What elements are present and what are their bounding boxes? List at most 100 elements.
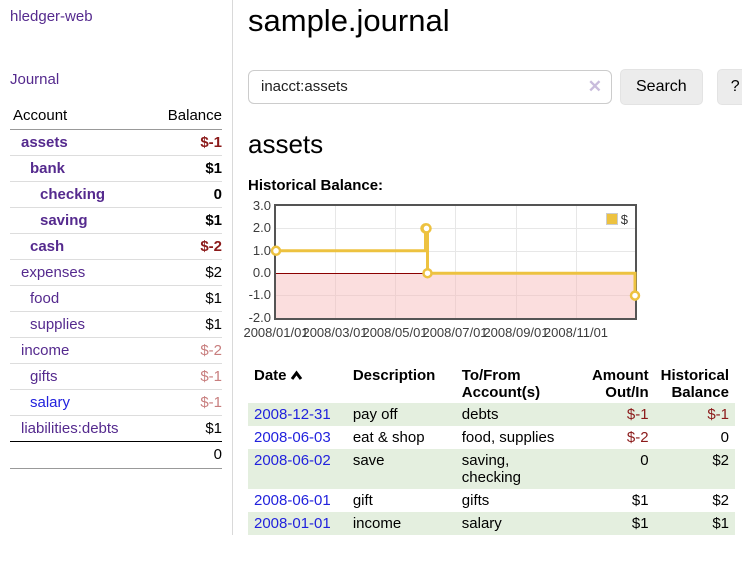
account-balance: $1: [151, 415, 222, 442]
accounts-table: Account Balance assets $-1 bank $1 check…: [10, 103, 222, 469]
register-row: 2008-12-31 pay off debts $-1 $-1: [248, 402, 735, 426]
register-row: 2008-01-01 income salary $1 $1: [248, 511, 735, 535]
search-form: ✕ Search ?: [248, 68, 742, 105]
account-row: cash $-2: [10, 233, 222, 260]
account-balance: $1: [151, 155, 222, 182]
account-link-saving[interactable]: saving: [40, 212, 88, 229]
transaction-amount: $1: [631, 491, 649, 509]
balance-chart: $ 2008/01/01 2008/03/01 2008/05/01 2008/07/…: [243, 198, 642, 346]
account-link-supplies[interactable]: supplies: [30, 316, 86, 333]
account-link-assets[interactable]: assets: [21, 134, 68, 151]
clear-search-icon[interactable]: ✕: [587, 76, 602, 96]
account-row: liabilities:debts $1: [10, 415, 222, 442]
transaction-date-link[interactable]: 2008-06-03: [254, 428, 331, 446]
transaction-balance: $-1: [707, 405, 729, 423]
page: hledger-web Journal Account Balance asse…: [0, 0, 742, 535]
account-balance: $2: [151, 259, 222, 286]
account-link-checking[interactable]: checking: [40, 186, 106, 203]
x-tick-label: 2008/01/01: [243, 324, 309, 340]
accounts-total-row: 0: [10, 441, 222, 469]
account-balance: $-1: [151, 389, 222, 416]
accounts-total: 0: [151, 441, 222, 469]
legend-swatch-icon: [605, 213, 618, 226]
account-link-bank[interactable]: bank: [30, 160, 66, 177]
account-row: salary $-1: [10, 389, 222, 416]
account-balance: $-1: [200, 134, 222, 151]
chart-series: [270, 222, 641, 301]
search-button[interactable]: Search: [620, 68, 703, 105]
y-tick-label: 0.0: [252, 265, 271, 281]
transaction-date-link[interactable]: 2008-01-01: [254, 514, 331, 532]
y-tick-label: -2.0: [248, 309, 271, 325]
transaction-date-link[interactable]: 2008-12-31: [254, 405, 331, 423]
transaction-date-link[interactable]: 2008-06-01: [254, 491, 331, 509]
register-row: 2008-06-01 gift gifts $1 $2: [248, 489, 735, 512]
x-tick-label: 2008/11/01: [543, 324, 609, 340]
account-row: income $-2: [10, 337, 222, 364]
transaction-balance: $2: [712, 491, 729, 509]
accounts-col-account: Account: [10, 103, 152, 130]
search-input[interactable]: [248, 69, 612, 104]
transaction-amount: 0: [640, 451, 649, 469]
account-link-expenses[interactable]: expenses: [21, 264, 86, 281]
account-link-cash[interactable]: cash: [30, 238, 65, 255]
transaction-accounts: food, supplies: [461, 428, 555, 446]
accounts-col-balance: Balance: [151, 103, 222, 130]
transaction-amount: $1: [631, 514, 649, 532]
y-tick-label: 3.0: [252, 197, 271, 213]
account-balance: $1: [151, 285, 222, 312]
transaction-description: gift: [352, 491, 373, 509]
register-col-description: Description: [352, 366, 436, 384]
register-col-date[interactable]: Date: [248, 365, 347, 403]
x-tick-label: 2008/07/01: [422, 324, 488, 340]
transaction-balance: $1: [712, 514, 729, 532]
y-tick-label: -1.0: [248, 287, 271, 303]
transaction-description: save: [352, 451, 385, 469]
sidebar-item-journal[interactable]: Journal: [10, 71, 60, 88]
y-tick-label: 1.0: [252, 242, 271, 258]
x-tick-label: 2008/09/01: [483, 324, 549, 340]
transaction-amount: $-2: [626, 428, 649, 446]
transaction-date-link[interactable]: 2008-06-02: [254, 451, 331, 469]
transaction-amount: $-1: [626, 405, 649, 423]
account-row: assets $-1: [10, 130, 222, 156]
sort-ascending-icon[interactable]: [290, 368, 303, 385]
account-row: bank $1: [10, 155, 222, 182]
account-link-gifts[interactable]: gifts: [30, 368, 58, 385]
account-link-food[interactable]: food: [30, 290, 60, 307]
register-col-amount: Amount Out/In: [591, 366, 649, 401]
x-tick-label: 2008/03/01: [302, 324, 368, 340]
transaction-description: eat & shop: [352, 428, 425, 446]
account-balance: $-2: [151, 233, 222, 260]
account-link-salary[interactable]: salary: [30, 394, 71, 411]
account-link-liabilities-debts[interactable]: liabilities:debts: [21, 420, 119, 437]
transaction-accounts: salary: [461, 514, 502, 532]
account-row: expenses $2: [10, 259, 222, 286]
chart-plot-border: $: [270, 203, 641, 320]
account-balance: 0: [151, 181, 222, 208]
transaction-accounts: gifts: [461, 491, 490, 509]
transaction-accounts: debts: [461, 405, 499, 423]
register-row: 2008-06-02 save saving, checking 0 $2: [248, 448, 735, 489]
transaction-balance: $2: [712, 451, 729, 469]
chart-legend: $: [605, 211, 628, 227]
account-balance: $-2: [151, 337, 222, 364]
sidebar: hledger-web Journal Account Balance asse…: [0, 0, 233, 535]
account-balance: $-1: [151, 363, 222, 390]
brand-link[interactable]: hledger-web: [10, 8, 93, 25]
account-row: food $1: [10, 285, 222, 312]
transaction-description: income: [352, 514, 402, 532]
help-button[interactable]: ?: [716, 68, 742, 105]
account-row: gifts $-1: [10, 363, 222, 390]
legend-label: $: [620, 211, 628, 227]
account-balance: $1: [151, 311, 222, 338]
page-title: sample.journal: [248, 3, 450, 38]
main-panel: sample.journal ✕ Search ? assets Histori…: [233, 0, 742, 535]
transaction-description: pay off: [352, 405, 398, 423]
account-link-income[interactable]: income: [21, 342, 70, 359]
x-tick-label: 2008/05/01: [362, 324, 428, 340]
chart-title: Historical Balance:: [248, 176, 384, 194]
account-row: checking 0: [10, 181, 222, 208]
register-row: 2008-06-03 eat & shop food, supplies $-2…: [248, 426, 735, 449]
account-balance: $1: [151, 207, 222, 234]
